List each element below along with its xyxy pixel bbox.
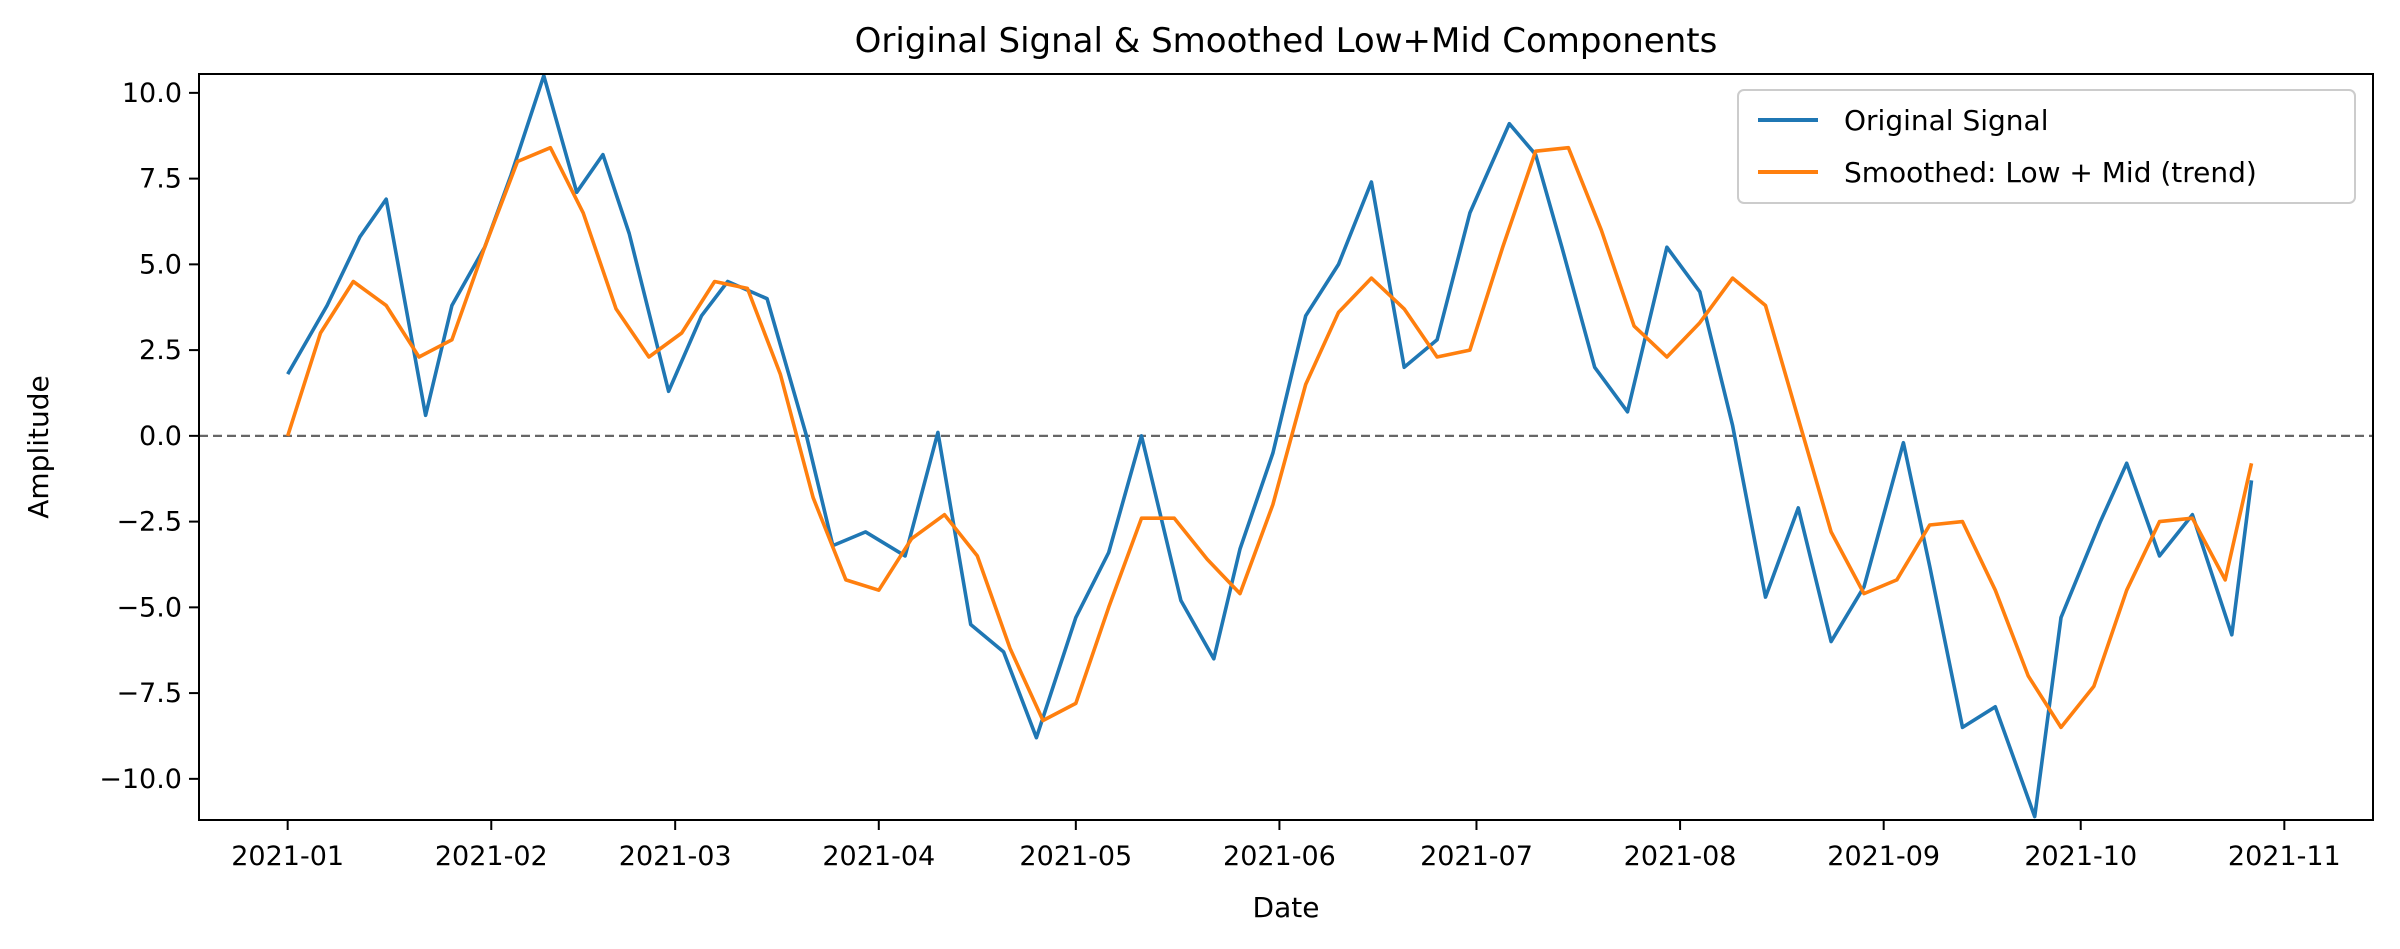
x-tick-label: 2021-07 — [1420, 841, 1533, 872]
series-line-original-signal — [286, 73, 2254, 819]
x-tick-label: 2021-01 — [231, 841, 344, 872]
x-tick-label: 2021-09 — [1827, 841, 1940, 872]
x-tick-label: 2021-06 — [1223, 841, 1336, 872]
legend: Original Signal Smoothed: Low + Mid (tre… — [1737, 89, 2356, 204]
y-tick-label: −5.0 — [116, 592, 182, 623]
x-tick-label: 2021-03 — [619, 841, 732, 872]
y-axis-title: Amplitude — [22, 375, 55, 519]
x-tick-label: 2021-05 — [1019, 841, 1132, 872]
legend-box — [1737, 89, 2356, 204]
legend-label-smoothed-trend: Smoothed: Low + Mid (trend) — [1844, 156, 2257, 189]
y-tick-label: −2.5 — [116, 507, 182, 538]
y-tick-label: 10.0 — [122, 78, 182, 109]
y-tick-label: 7.5 — [139, 164, 182, 195]
series-line-smoothed-trend — [285, 145, 2254, 730]
x-tick-label: 2021-02 — [435, 841, 548, 872]
chart-title: Original Signal & Smoothed Low+Mid Compo… — [855, 21, 1718, 61]
y-tick-label: 0.0 — [139, 421, 182, 452]
y-tick-label: 5.0 — [139, 249, 182, 280]
plot-area — [285, 73, 2254, 819]
x-axis: 2021-01 2021-02 2021-03 2021-04 2021-05 2021-… — [231, 820, 2341, 872]
x-tick-label: 2021-04 — [822, 841, 935, 872]
y-tick-label: −7.5 — [116, 678, 182, 709]
legend-label-original-signal: Original Signal — [1844, 104, 2048, 137]
x-tick-label: 2021-08 — [1624, 841, 1737, 872]
x-tick-label: 2021-10 — [2024, 841, 2137, 872]
x-axis-title: Date — [1253, 891, 1320, 924]
y-axis: 10.0 7.5 5.0 2.5 0.0 −2.5 −5.0 −7.5 −10.0 — [99, 78, 199, 795]
y-tick-label: 2.5 — [139, 335, 182, 366]
y-tick-label: −10.0 — [99, 764, 182, 795]
x-tick-label: 2021-11 — [2228, 841, 2341, 872]
plot-frame — [198, 73, 2374, 821]
